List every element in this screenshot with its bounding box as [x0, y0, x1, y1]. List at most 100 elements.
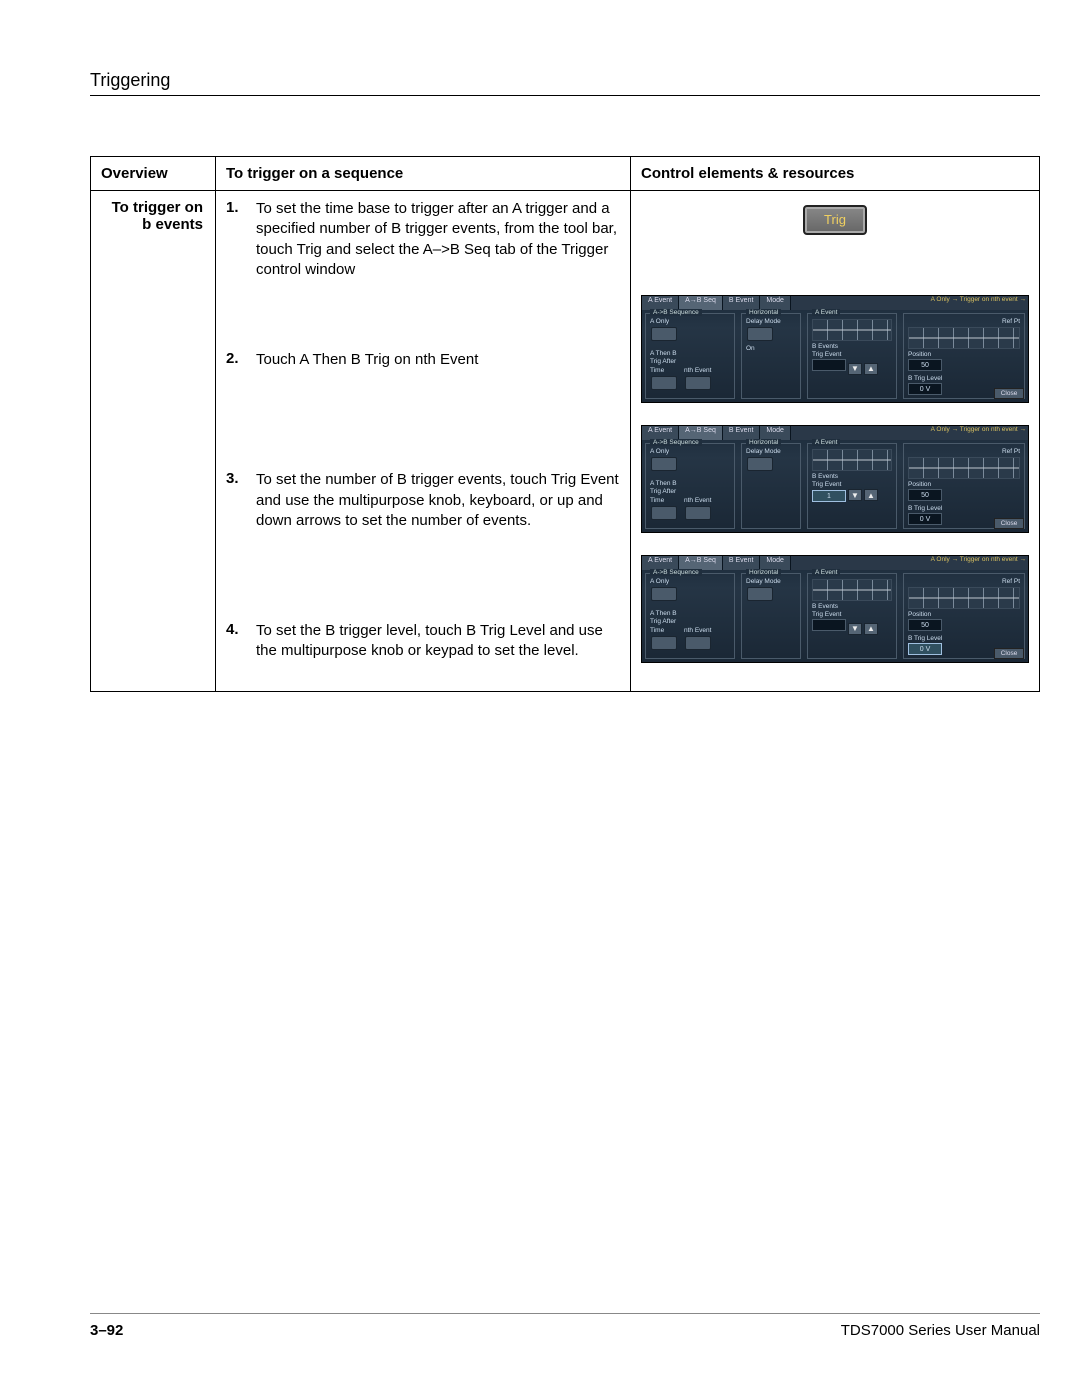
- group-a-event: A Event B Events Trig Event 1 ▼ ▲: [807, 443, 897, 529]
- tab-ab-seq[interactable]: A→B Seq: [679, 296, 723, 310]
- down-arrow-icon[interactable]: ▼: [848, 623, 862, 635]
- group-ab-sequence: A->B Sequence A Only A Then B Trig After…: [645, 443, 735, 529]
- tab-a-event[interactable]: A Event: [642, 426, 679, 440]
- step-text: To set the number of B trigger events, t…: [256, 470, 620, 531]
- page-header: Triggering: [90, 70, 1040, 96]
- close-button[interactable]: Close: [994, 518, 1024, 529]
- btn-delay-mode[interactable]: [747, 457, 773, 471]
- waveform-a-icon: [812, 579, 892, 601]
- manual-title: TDS7000 Series User Manual: [841, 1322, 1040, 1339]
- group-ab-sequence: A->B Sequence A Only A Then B Trig After…: [645, 573, 735, 659]
- overview-cell: To trigger on b events: [91, 191, 216, 692]
- trigger-control-panel: A Event A→B Seq B Event Mode A Only → Tr…: [641, 295, 1029, 403]
- waveform-b-icon: [908, 457, 1020, 479]
- step-row: 1. To set the time base to trigger after…: [226, 199, 620, 280]
- step-number: 3.: [226, 470, 246, 531]
- tab-b-event[interactable]: B Event: [723, 296, 761, 310]
- label-b-events: B Events: [812, 603, 892, 610]
- trig-event-value[interactable]: [812, 619, 846, 631]
- group-right: Ref Pt Position 50 B Trig Level 0 V: [903, 443, 1025, 529]
- overview-label-line2: b events: [101, 216, 205, 233]
- waveform-b-icon: [908, 587, 1020, 609]
- label-on: On: [746, 345, 796, 352]
- updown-controls: ▼ ▲: [848, 623, 878, 635]
- group-right: Ref Pt Position 50 B Trig Level 0 V: [903, 313, 1025, 399]
- tab-mode[interactable]: Mode: [760, 426, 791, 440]
- b-trig-level-value-highlighted[interactable]: 0 V: [908, 643, 942, 655]
- trigger-control-panel: A Event A→B Seq B Event Mode A Only → Tr…: [641, 555, 1029, 663]
- b-trig-level-value[interactable]: 0 V: [908, 513, 942, 525]
- updown-controls: ▼ ▲: [848, 489, 878, 501]
- header-title: Triggering: [90, 70, 170, 90]
- label-trig-event: Trig Event: [812, 611, 892, 618]
- btn-trig-after-time[interactable]: [651, 506, 677, 520]
- tab-mode[interactable]: Mode: [760, 296, 791, 310]
- group-a-event: A Event B Events Trig Event ▼ ▲: [807, 573, 897, 659]
- btn-a-only[interactable]: [651, 457, 677, 471]
- tab-a-event[interactable]: A Event: [642, 556, 679, 570]
- position-value[interactable]: 50: [908, 489, 942, 501]
- position-value[interactable]: 50: [908, 359, 942, 371]
- group-ab-sequence: A->B Sequence A Only A Then B Trig After…: [645, 313, 735, 399]
- panel-tabbar: A Event A→B Seq B Event Mode A Only → Tr…: [642, 426, 1028, 440]
- tab-ab-seq[interactable]: A→B Seq: [679, 556, 723, 570]
- position-value[interactable]: 50: [908, 619, 942, 631]
- overview-label-line1: To trigger on: [101, 199, 205, 216]
- group-title: A->B Sequence: [650, 439, 702, 446]
- btn-trig-nth-event[interactable]: [685, 376, 711, 390]
- label-time: Time: [650, 367, 678, 374]
- label-ref-pt: Ref Pt: [908, 448, 1020, 455]
- panel-status: A Only → Trigger on nth event →: [931, 426, 1026, 433]
- label-nth-event: nth Event: [684, 627, 712, 634]
- label-position: Position: [908, 611, 1020, 618]
- waveform-a-icon: [812, 449, 892, 471]
- btn-trig-nth-event[interactable]: [685, 636, 711, 650]
- tab-b-event[interactable]: B Event: [723, 426, 761, 440]
- tab-ab-seq[interactable]: A→B Seq: [679, 426, 723, 440]
- btn-trig-after-time[interactable]: [651, 636, 677, 650]
- label-position: Position: [908, 351, 1020, 358]
- trig-event-value[interactable]: [812, 359, 846, 371]
- close-button[interactable]: Close: [994, 648, 1024, 659]
- trig-event-value-highlighted[interactable]: 1: [812, 490, 846, 502]
- label-a-only: A Only: [650, 448, 730, 455]
- label-trig-after: Trig After: [650, 358, 730, 365]
- step-row: 3. To set the number of B trigger events…: [226, 470, 620, 531]
- b-trig-level-value[interactable]: 0 V: [908, 383, 942, 395]
- btn-trig-after-time[interactable]: [651, 376, 677, 390]
- btn-a-only[interactable]: [651, 587, 677, 601]
- down-arrow-icon[interactable]: ▼: [848, 363, 862, 375]
- label-b-events: B Events: [812, 473, 892, 480]
- group-horizontal: Horizontal Delay Mode: [741, 573, 801, 659]
- up-arrow-icon[interactable]: ▲: [864, 363, 878, 375]
- up-arrow-icon[interactable]: ▲: [864, 489, 878, 501]
- label-nth-event: nth Event: [684, 497, 712, 504]
- label-delay-mode: Delay Mode: [746, 448, 796, 455]
- group-horizontal: Horizontal Delay Mode: [741, 443, 801, 529]
- group-horizontal: Horizontal Delay Mode On: [741, 313, 801, 399]
- trig-toolbar-button[interactable]: Trig: [803, 205, 867, 235]
- btn-delay-mode[interactable]: [747, 327, 773, 341]
- label-delay-mode: Delay Mode: [746, 578, 796, 585]
- up-arrow-icon[interactable]: ▲: [864, 623, 878, 635]
- label-a-then-b: A Then B: [650, 480, 730, 487]
- tab-mode[interactable]: Mode: [760, 556, 791, 570]
- close-button[interactable]: Close: [994, 388, 1024, 399]
- down-arrow-icon[interactable]: ▼: [848, 489, 862, 501]
- col-header-steps: To trigger on a sequence: [216, 157, 631, 191]
- btn-delay-mode[interactable]: [747, 587, 773, 601]
- label-a-then-b: A Then B: [650, 610, 730, 617]
- btn-a-only[interactable]: [651, 327, 677, 341]
- tab-b-event[interactable]: B Event: [723, 556, 761, 570]
- label-time: Time: [650, 627, 678, 634]
- label-trig-event: Trig Event: [812, 481, 892, 488]
- group-title: Horizontal: [746, 309, 781, 316]
- label-ref-pt: Ref Pt: [908, 318, 1020, 325]
- trigger-control-panel: A Event A→B Seq B Event Mode A Only → Tr…: [641, 425, 1029, 533]
- label-b-trig-level: B Trig Level: [908, 505, 1020, 512]
- btn-trig-nth-event[interactable]: [685, 506, 711, 520]
- tab-a-event[interactable]: A Event: [642, 296, 679, 310]
- label-b-trig-level: B Trig Level: [908, 375, 1020, 382]
- label-b-events: B Events: [812, 343, 892, 350]
- label-a-then-b: A Then B: [650, 350, 730, 357]
